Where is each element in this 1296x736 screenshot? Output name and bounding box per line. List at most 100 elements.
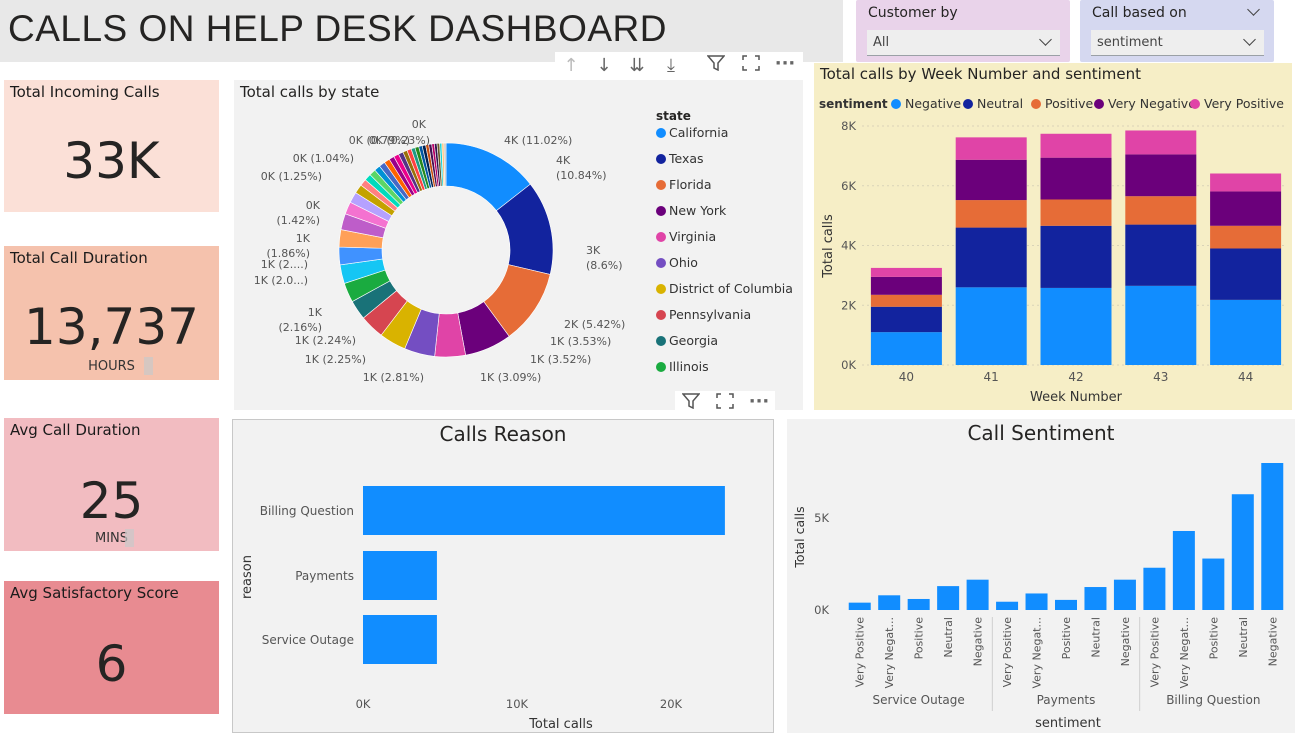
stacked-bar-segment: [955, 287, 1027, 365]
x-tick-label: Very Positive: [854, 617, 867, 688]
bar: [996, 601, 1019, 610]
donut-data-label: 1K (2.24%): [295, 334, 356, 347]
expand-next-level-icon[interactable]: ⇊: [629, 55, 645, 76]
x-group-label: Billing Question: [1166, 693, 1260, 707]
stacked-bar-segment: [870, 294, 942, 307]
bar: [1113, 579, 1136, 610]
filter-icon[interactable]: [677, 392, 705, 416]
kpi-unit: HOURS: [88, 359, 135, 374]
bar: [1202, 558, 1225, 610]
stacked-bar-segment: [955, 137, 1027, 160]
state-donut-chart: 4K (11.02%) 4K (10.84%) 3K (8.6%) 2K (5.42%) 1…: [254, 109, 793, 384]
stacked-bar-segment: [1040, 157, 1112, 200]
donut-data-label: 1K (2.81%): [363, 371, 424, 384]
donut-data-label: 1K (3.52%): [530, 353, 591, 366]
bar: [1025, 593, 1048, 610]
drill-down-icon[interactable]: ↓: [596, 55, 612, 76]
stacked-bar-segment: [955, 200, 1027, 228]
legend-swatch: [656, 206, 666, 216]
kpi-value: 6: [95, 635, 128, 693]
legend-entry: New York: [669, 203, 727, 218]
more-options-icon[interactable]: ···: [748, 391, 770, 412]
title-bar: CALLS ON HELP DESK DASHBOARD: [0, 0, 843, 62]
donut-data-label: 3K: [586, 244, 601, 257]
donut-data-label: 0K: [412, 118, 427, 131]
donut-data-label: 1K: [308, 306, 323, 319]
legend-entry: Negative: [905, 96, 961, 111]
focus-mode-icon[interactable]: [711, 392, 739, 416]
more-options-icon[interactable]: ···: [774, 53, 796, 74]
legend-entry: California: [669, 125, 728, 140]
y-tick-label: 4K: [841, 239, 856, 253]
stacked-bar-segment: [1125, 154, 1197, 197]
focus-mode-icon[interactable]: [737, 54, 765, 78]
expand-hierarchy-icon[interactable]: ⤓: [667, 55, 675, 76]
state-donut-title: Total calls by state: [240, 83, 380, 101]
kpi-card-avg-satisfactory-score: Avg Satisfactory Score 6: [4, 581, 219, 714]
stacked-bar-segment: [1210, 299, 1282, 365]
bar: [1231, 494, 1254, 610]
legend-entry: District of Columbia: [669, 281, 793, 296]
legend-swatch: [656, 362, 666, 372]
stacked-bar-segment: [1125, 130, 1197, 155]
kpi-label: Avg Satisfactory Score: [10, 584, 179, 602]
call-based-slicer-label: Call based on: [1092, 5, 1187, 21]
donut-data-label: 1K (2....): [261, 258, 308, 271]
call-sentiment-chart: 0K 5K Very Positive Very Negat... Positive Ne…: [792, 463, 1284, 731]
x-tick-label: Very Positive: [1148, 617, 1161, 688]
kpi-card-total-incoming-calls: Total Incoming Calls 33K: [4, 80, 219, 212]
x-tick-label: Negative: [1119, 617, 1132, 667]
legend-title: state: [656, 109, 691, 123]
x-tick-label: 42: [1068, 370, 1083, 384]
stacked-bar-segment: [870, 267, 942, 277]
customer-slicer-value: All: [873, 35, 890, 50]
y-tick-label: 8K: [841, 119, 856, 133]
drill-up-icon[interactable]: ↑: [563, 55, 579, 76]
calls-reason-panel: Calls Reason Billing Question Payments Ser…: [232, 419, 774, 733]
x-tick-label: Negative: [1266, 617, 1279, 667]
x-tick-label: 43: [1153, 370, 1168, 384]
x-tick-label: 41: [984, 370, 999, 384]
y-tick-label: Service Outage: [262, 633, 354, 647]
chevron-down-icon: [1243, 33, 1256, 46]
y-tick-label: 5K: [814, 511, 829, 525]
chevron-down-icon[interactable]: [1247, 3, 1260, 16]
donut-slice: [443, 142, 447, 187]
bar: [363, 551, 437, 600]
stacked-bar-segment: [1040, 225, 1112, 288]
stacked-bar-segment: [955, 159, 1027, 201]
legend-entry: Very Positive: [1204, 96, 1284, 111]
bar: [1261, 463, 1284, 610]
bar: [848, 602, 871, 610]
x-axis-title: Week Number: [1030, 390, 1123, 405]
stacked-bar-segment: [1125, 196, 1197, 225]
bar: [363, 615, 437, 664]
legend-swatch: [963, 99, 973, 109]
stacked-bar-segment: [1210, 225, 1282, 249]
legend-swatch: [656, 310, 666, 320]
week-sentiment-panel: Total calls by Week Number and sentiment…: [814, 63, 1292, 410]
filter-icon[interactable]: [702, 54, 730, 78]
stacked-bar-segment: [1210, 191, 1282, 226]
stacked-bar-segment: [1040, 133, 1112, 158]
kpi-card-avg-call-duration: Avg Call Duration 25 MINS: [4, 418, 219, 551]
kpi-label: Total Incoming Calls: [10, 83, 160, 101]
legend-entry: Very Negative: [1108, 96, 1196, 111]
donut-data-label: 1K (2.0...): [254, 274, 308, 287]
donut-data-label: 1K (2.25%): [305, 353, 366, 366]
call-based-slicer-dropdown[interactable]: sentiment: [1091, 30, 1264, 56]
x-tick-label: Negative: [972, 617, 985, 667]
kpi-value: 33K: [63, 132, 160, 190]
customer-slicer-dropdown[interactable]: All: [867, 30, 1060, 56]
kpi-label: Avg Call Duration: [10, 421, 141, 439]
y-tick-label: 6K: [841, 179, 856, 193]
x-tick-label: 10K: [506, 697, 529, 711]
legend-swatch: [656, 336, 666, 346]
customer-slicer-label: Customer by: [868, 5, 958, 21]
x-tick-label: 40: [899, 370, 914, 384]
stacked-bar-segment: [1040, 199, 1112, 226]
page-title: CALLS ON HELP DESK DASHBOARD: [8, 8, 667, 49]
x-tick-label: 20K: [660, 697, 683, 711]
week-chart-title: Total calls by Week Number and sentiment: [820, 65, 1142, 83]
x-tick-label: Very Positive: [1001, 617, 1014, 688]
